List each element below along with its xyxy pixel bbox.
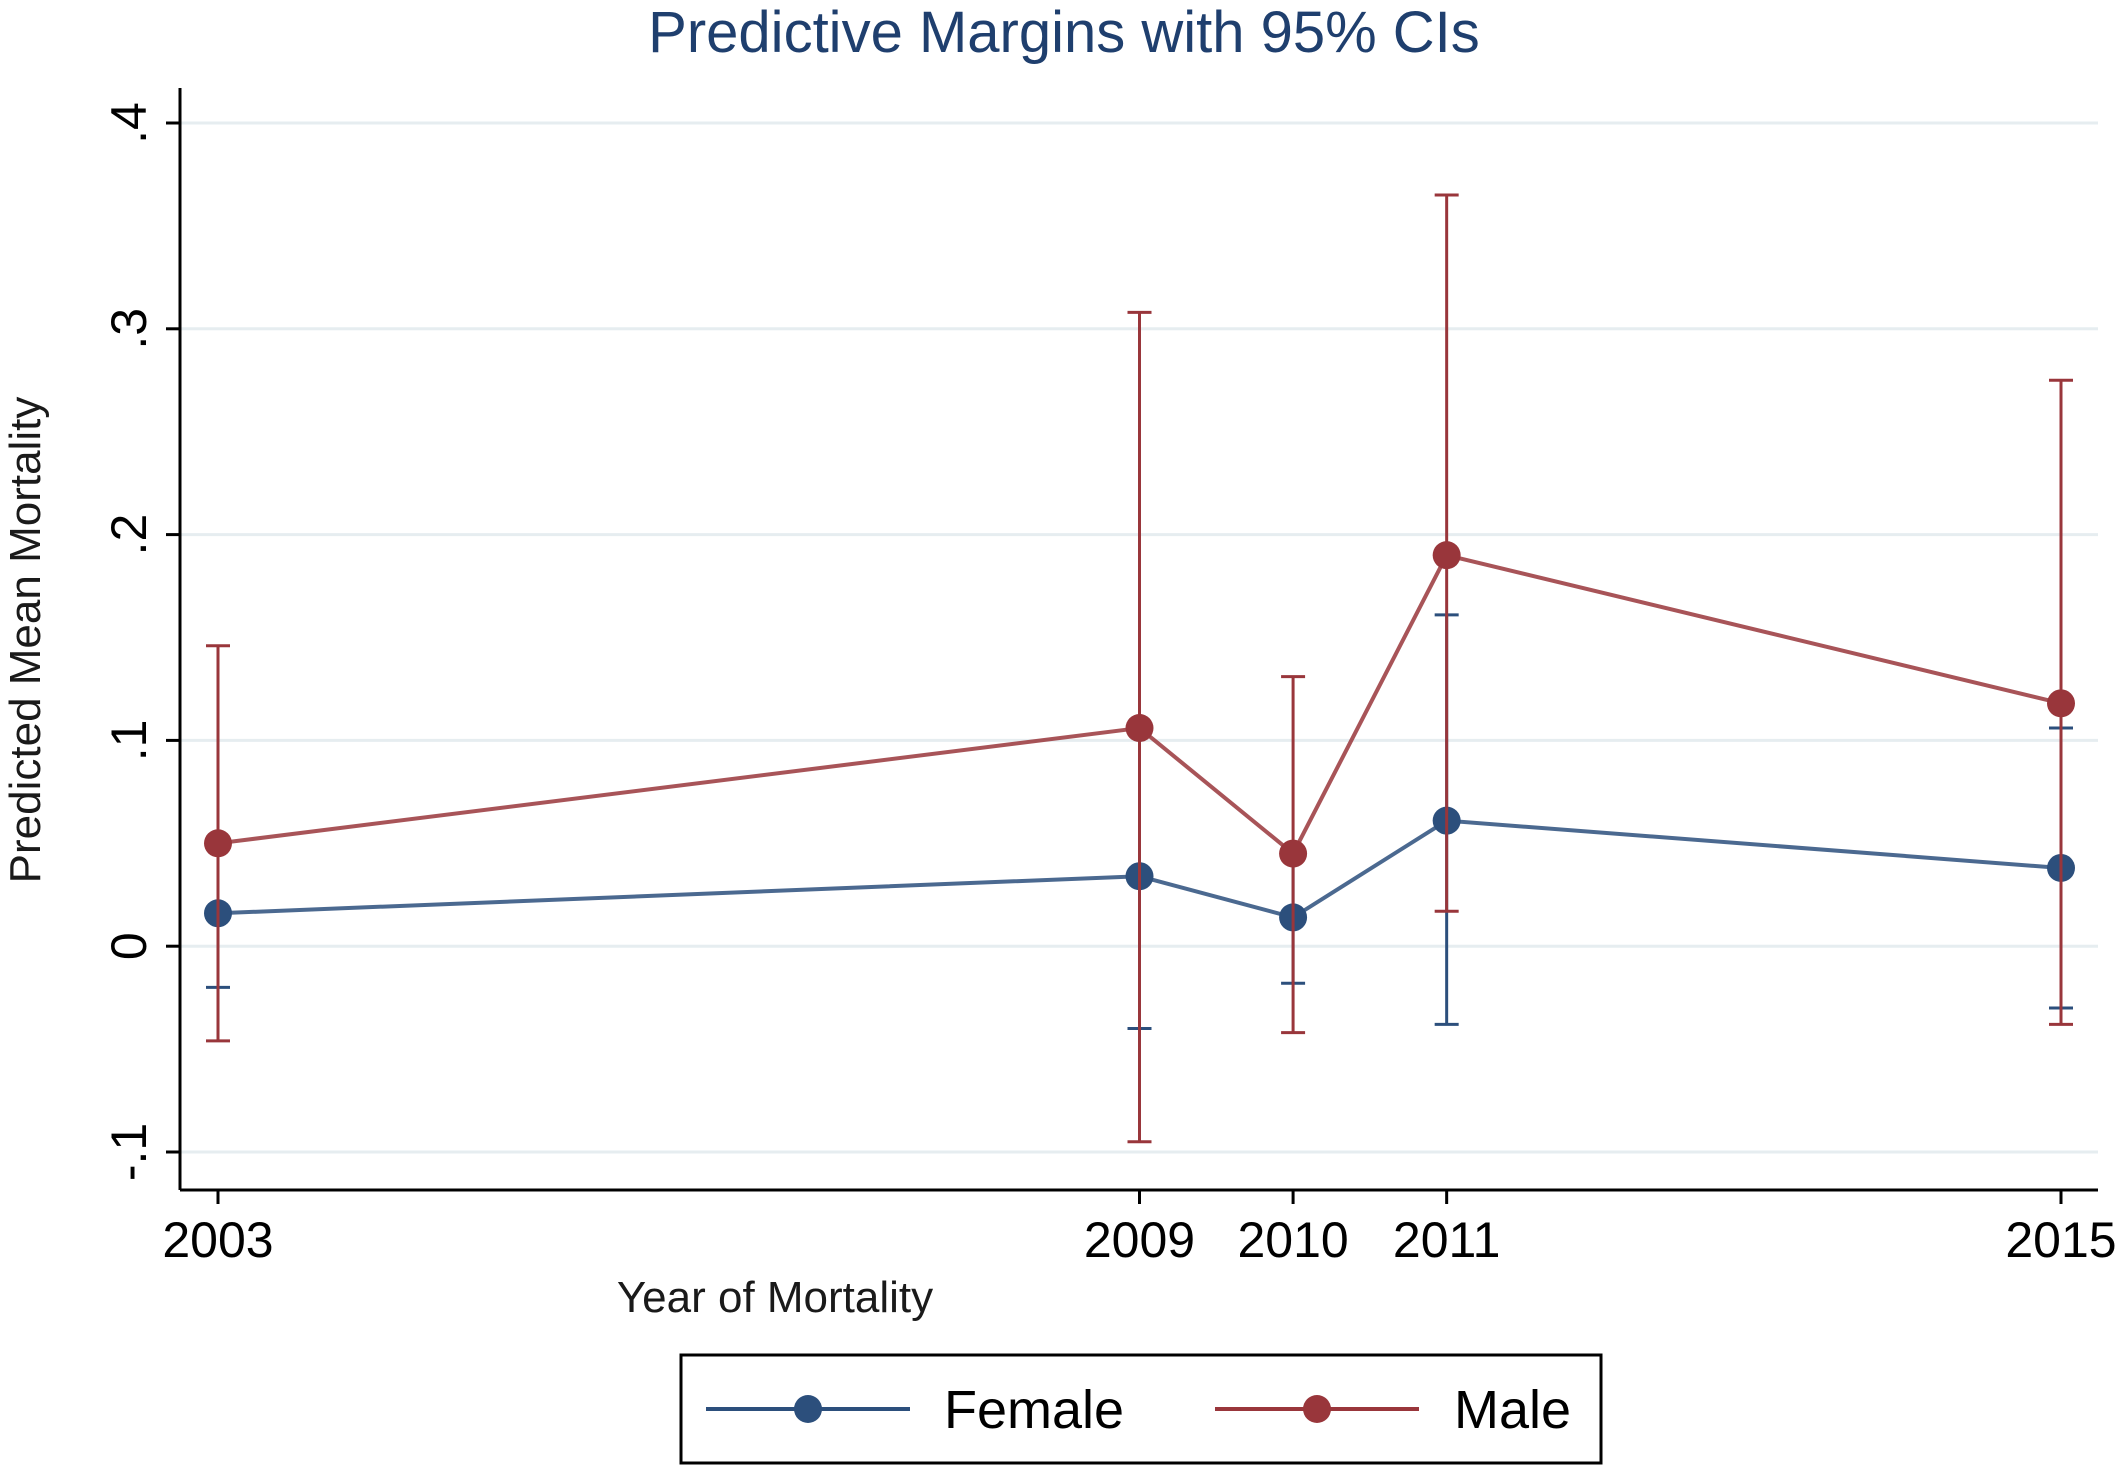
x-tick-label: 2010 xyxy=(1237,1212,1348,1268)
chart-title: Predictive Margins with 95% CIs xyxy=(648,0,1480,65)
y-tick-label: .4 xyxy=(101,102,157,144)
y-tick-label: .2 xyxy=(101,514,157,556)
x-tick-label: 2009 xyxy=(1084,1212,1195,1268)
y-tick-label: 0 xyxy=(101,932,157,960)
series-group xyxy=(204,193,2075,1144)
x-tick-label: 2015 xyxy=(2005,1212,2116,1268)
x-tick-label: 2011 xyxy=(1393,1212,1501,1268)
y-tick-label: .1 xyxy=(101,720,157,762)
x-axis-ticks: 2003 2009 2010 2011 2015 xyxy=(162,1190,2117,1268)
y-axis-title: Predicted Mean Mortality xyxy=(1,397,50,884)
male-series xyxy=(204,193,2075,1144)
y-axis-ticks: -.1 0 .1 .2 .3 .4 xyxy=(101,102,180,1181)
x-axis-title: Year of Mortality xyxy=(617,1273,933,1322)
legend-male-label: Male xyxy=(1454,1380,1571,1440)
y-tick-label: .3 xyxy=(101,308,157,350)
male-point xyxy=(2047,689,2075,718)
legend-male-marker xyxy=(1303,1395,1331,1423)
legend-female-label: Female xyxy=(944,1380,1124,1440)
legend: Female Male xyxy=(679,1353,1603,1465)
male-point xyxy=(1432,541,1461,570)
x-tick-label: 2003 xyxy=(162,1212,273,1268)
y-tick-label: -.1 xyxy=(101,1123,157,1181)
legend-female-marker xyxy=(794,1395,822,1423)
male-point xyxy=(204,829,232,858)
male-point xyxy=(1125,714,1154,743)
male-point xyxy=(1279,839,1308,868)
